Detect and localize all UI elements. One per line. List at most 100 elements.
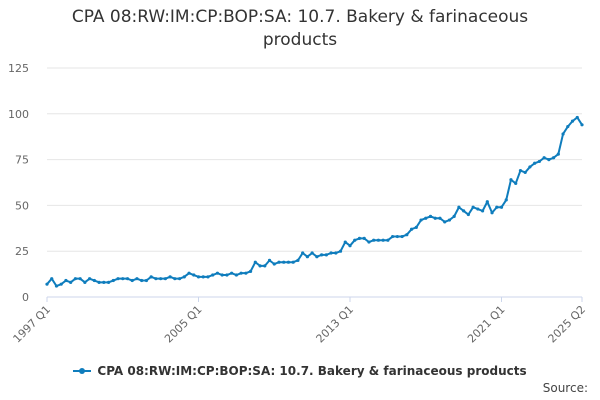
data-point [433,216,437,220]
data-point [244,271,248,275]
legend-swatch-dot [79,368,86,374]
data-point [518,168,523,173]
data-point [182,275,186,279]
data-point [329,251,333,255]
data-point [111,278,115,283]
data-point [386,238,390,242]
data-point [424,216,428,220]
gridlines [47,67,582,298]
data-point [480,209,485,213]
data-point [414,225,418,229]
data-point [357,236,362,240]
data-point [499,205,504,209]
x-tick-label: 2021 Q1 [465,303,508,346]
legend[interactable]: CPA 08:RW:IM:CP:BOP:SA: 10.7. Bakery & f… [0,364,600,378]
x-axis: 1997 Q1 2005 Q1 2013 Q1 2021 Q1 2025 Q2 [11,296,589,346]
data-point [97,280,101,284]
data-point [92,278,96,283]
data-point [69,280,73,284]
data-point [353,238,357,242]
x-tick-label: 2025 Q2 [546,303,589,346]
data-point [211,273,215,277]
data-point [305,255,309,259]
data-point [471,205,475,209]
data-point [528,165,532,169]
data-point [343,240,347,244]
data-point [381,238,385,242]
data-point [187,271,191,275]
data-point [196,275,201,279]
data-point [395,234,399,239]
data-point [277,260,281,264]
data-point [272,262,276,266]
data-point [296,258,300,262]
data-point [173,277,177,281]
y-axis: 0 25 50 75 100 125 [8,62,29,304]
data-point [575,115,579,120]
data-point [462,209,466,213]
x-tick-label: 1997 Q1 [11,303,54,346]
data-point [443,220,447,224]
data-point [509,178,513,182]
data-point [286,260,291,264]
data-point [192,273,196,277]
data-point [362,236,366,240]
data-point [201,275,205,279]
chart-title: CPA 08:RW:IM:CP:BOP:SA: 10.7. Bakery & f… [0,6,600,52]
chart-title-line2: products [262,30,338,50]
data-point [140,278,144,283]
series-line [46,116,583,288]
data-point [547,158,551,162]
data-point [248,269,253,273]
data-point [301,251,305,255]
data-point [234,273,238,277]
data-point [551,156,556,160]
data-point [159,277,163,281]
data-point [73,277,78,281]
data-point [135,277,139,281]
data-point [338,249,343,253]
data-point [59,282,63,286]
data-point [514,181,518,186]
data-point [125,277,130,281]
data-point [320,253,324,257]
data-point [220,273,224,277]
legend-label: CPA 08:RW:IM:CP:BOP:SA: 10.7. Bakery & f… [97,364,527,378]
data-point [168,275,172,279]
data-point [310,251,314,255]
data-point [372,238,376,242]
data-point [291,260,295,264]
data-point [121,277,125,281]
data-point [102,280,106,284]
y-tick-label: 25 [15,245,29,258]
data-point [144,278,149,283]
chart-title-line1: CPA 08:RW:IM:CP:BOP:SA: 10.7. Bakery & f… [71,7,529,27]
data-point [106,280,111,284]
data-point [391,234,395,239]
data-point [485,200,489,204]
data-point [78,277,82,281]
data-point [206,275,210,279]
data-point [116,277,120,281]
data-point [490,211,494,215]
data-point [282,260,286,264]
data-point [466,212,470,217]
data-point [324,253,328,257]
data-point [495,205,499,209]
data-point [154,277,158,281]
data-point [258,264,262,268]
data-point [452,214,456,218]
x-tick-label: 2013 Q1 [314,303,357,346]
data-point [50,277,54,281]
data-point [263,264,267,268]
data-point [457,205,461,209]
data-point [504,198,508,202]
data-point [163,277,167,281]
data-point [177,277,182,281]
data-point [239,271,243,275]
data-point [542,156,546,160]
data-point [561,132,565,136]
data-point [253,260,257,264]
data-point [83,280,87,284]
